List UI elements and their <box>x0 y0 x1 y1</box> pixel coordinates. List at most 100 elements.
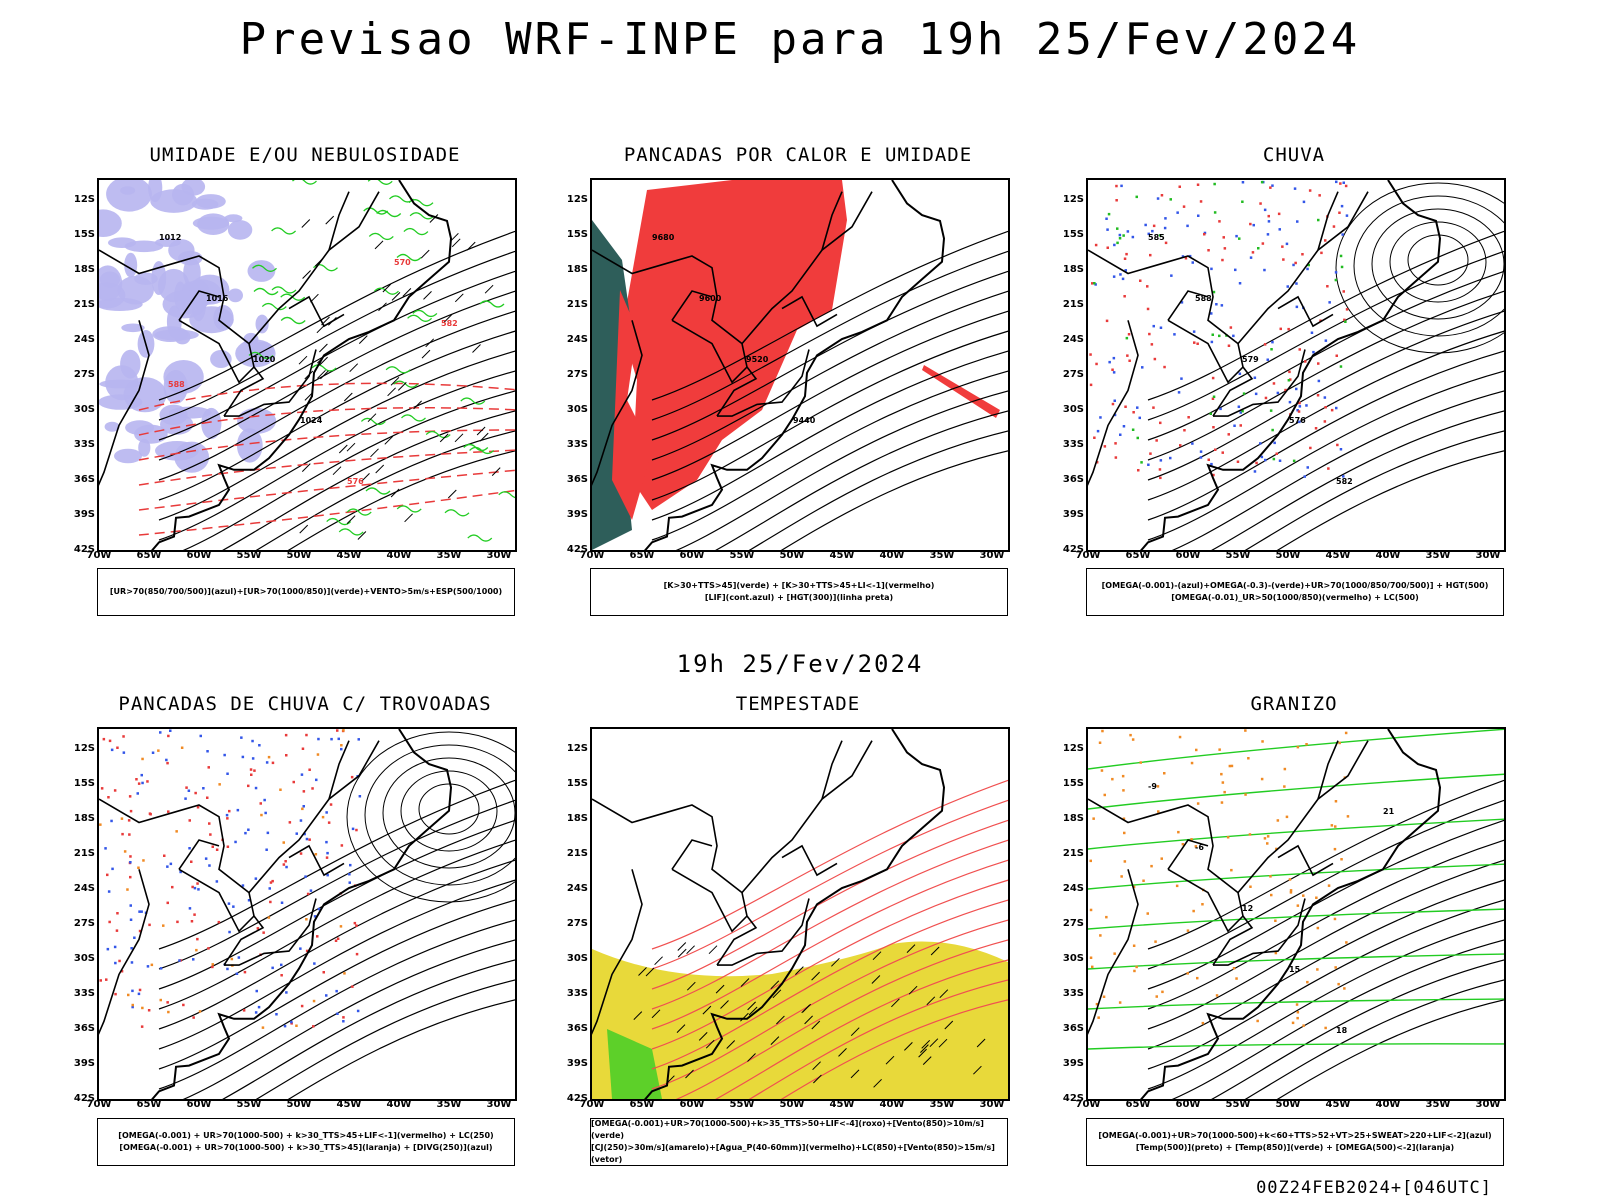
longitude-label: 60W <box>679 1099 705 1110</box>
latitude-label: 15S <box>566 778 588 789</box>
latitude-label: 15S <box>73 229 95 240</box>
contour-label: 582 <box>1336 477 1353 486</box>
legend-line: [OMEGA(-0.001)+UR>70(1000-500)+k<60+TTS>… <box>1098 1131 1492 1140</box>
contour-label: 582 <box>441 319 458 328</box>
latitude-label: 24S <box>1062 334 1084 345</box>
longitude-label: 55W <box>729 1099 755 1110</box>
longitude-label: 70W <box>1075 1099 1101 1110</box>
longitude-label: 35W <box>1425 1099 1451 1110</box>
latitude-label: 24S <box>73 334 95 345</box>
latitude-label: 33S <box>566 988 588 999</box>
panel-title: CHUVA <box>1262 144 1326 166</box>
longitude-label: 50W <box>1275 1099 1301 1110</box>
longitude-label: 65W <box>136 1099 162 1110</box>
longitude-label: 30W <box>486 1099 512 1110</box>
latitude-label: 15S <box>1062 229 1084 240</box>
latitude-label: 39S <box>73 509 95 520</box>
latitude-label: 27S <box>566 918 588 929</box>
latitude-label: 12S <box>73 194 95 205</box>
latitude-label: 21S <box>566 848 588 859</box>
longitude-label: 70W <box>86 550 112 561</box>
legend-line: [UR>70(850/700/500)](azul)+[UR>70(1000/8… <box>109 587 503 596</box>
latitude-label: 27S <box>566 369 588 380</box>
page-title: Previsao WRF-INPE para 19h 25/Fev/2024 <box>239 14 1361 65</box>
longitude-label: 40W <box>879 1099 905 1110</box>
latitude-label: 21S <box>1062 299 1084 310</box>
longitude-label: 30W <box>1475 550 1501 561</box>
latitude-label: 24S <box>566 334 588 345</box>
latitude-label: 39S <box>566 1058 588 1069</box>
legend-line: [OMEGA(-0.001) + UR>70(1000-500) + k>30_… <box>119 1143 493 1152</box>
latitude-label: 30S <box>73 404 95 415</box>
longitude-label: 65W <box>1125 550 1151 561</box>
contour-label: 588 <box>168 380 185 389</box>
latitude-label: 39S <box>73 1058 95 1069</box>
latitude-label: 39S <box>1062 1058 1084 1069</box>
latitude-label: 33S <box>73 439 95 450</box>
latitude-label: 15S <box>566 229 588 240</box>
contour-label: 9440 <box>793 416 816 425</box>
longitude-label: 70W <box>579 1099 605 1110</box>
contour-label: -6 <box>1195 843 1204 852</box>
latitude-label: 30S <box>73 953 95 964</box>
latitude-label: 24S <box>1062 883 1084 894</box>
longitude-label: 70W <box>1075 550 1101 561</box>
longitude-label: 50W <box>286 1099 312 1110</box>
contour-label: 9520 <box>746 355 769 364</box>
longitude-label: 40W <box>386 1099 412 1110</box>
longitude-label: 65W <box>1125 1099 1151 1110</box>
contour-label: 588 <box>1195 294 1212 303</box>
weather-map: 1012 1016 1020 1024 576 570 582 588 <box>97 178 517 552</box>
longitude-label: 45W <box>336 1099 362 1110</box>
forecast-time: 19h 25/Fev/2024 <box>676 650 924 678</box>
latitude-label: 42S <box>1062 1093 1084 1104</box>
longitude-label: 55W <box>236 550 262 561</box>
legend-line: [OMEGA(-0.01)_UR>50(1000/850)(vermelho) … <box>1171 593 1419 602</box>
latitude-label: 21S <box>1062 848 1084 859</box>
longitude-label: 55W <box>236 1099 262 1110</box>
longitude-label: 55W <box>1225 1099 1251 1110</box>
longitude-label: 55W <box>729 550 755 561</box>
longitude-label: 40W <box>386 550 412 561</box>
longitude-label: 70W <box>86 1099 112 1110</box>
longitude-label: 30W <box>979 1099 1005 1110</box>
longitude-label: 60W <box>1175 550 1201 561</box>
latitude-label: 12S <box>1062 194 1084 205</box>
longitude-label: 45W <box>1325 550 1351 561</box>
panel-legend: [UR>70(850/700/500)](azul)+[UR>70(1000/8… <box>97 568 515 616</box>
contour-label: 585 <box>1148 233 1165 242</box>
panel-title: GRANIZO <box>1250 693 1338 715</box>
latitude-label: 36S <box>1062 1023 1084 1034</box>
panel-title: PANCADAS DE CHUVA C/ TROVOADAS <box>118 693 492 715</box>
latitude-label: 42S <box>73 544 95 555</box>
latitude-label: 27S <box>73 369 95 380</box>
longitude-label: 35W <box>929 1099 955 1110</box>
longitude-label: 50W <box>779 550 805 561</box>
legend-line: [OMEGA(-0.001)-(azul)+OMEGA(-0.3)-(verde… <box>1101 581 1489 590</box>
latitude-label: 33S <box>73 988 95 999</box>
longitude-label: 30W <box>1475 1099 1501 1110</box>
longitude-label: 60W <box>186 1099 212 1110</box>
latitude-label: 39S <box>566 509 588 520</box>
latitude-label: 27S <box>1062 369 1084 380</box>
longitude-label: 30W <box>486 550 512 561</box>
panel-title: TEMPESTADE <box>735 693 861 715</box>
longitude-label: 35W <box>929 550 955 561</box>
latitude-label: 12S <box>566 194 588 205</box>
contour-label: 579 <box>1242 355 1259 364</box>
latitude-label: 30S <box>1062 953 1084 964</box>
latitude-label: 24S <box>73 883 95 894</box>
longitude-label: 40W <box>1375 1099 1401 1110</box>
latitude-label: 18S <box>73 813 95 824</box>
latitude-label: 18S <box>1062 264 1084 275</box>
panel-legend: [OMEGA(-0.001)+UR>70(1000-500)+k>35_TTS>… <box>590 1118 1008 1166</box>
legend-line: [OMEGA(-0.001) + UR>70(1000-500) + k>30_… <box>118 1131 494 1140</box>
longitude-label: 65W <box>629 1099 655 1110</box>
longitude-label: 65W <box>136 550 162 561</box>
weather-map <box>590 727 1010 1101</box>
longitude-label: 60W <box>1175 1099 1201 1110</box>
contour-label: 1016 <box>206 294 229 303</box>
latitude-label: 12S <box>73 743 95 754</box>
longitude-label: 65W <box>629 550 655 561</box>
longitude-label: 40W <box>879 550 905 561</box>
